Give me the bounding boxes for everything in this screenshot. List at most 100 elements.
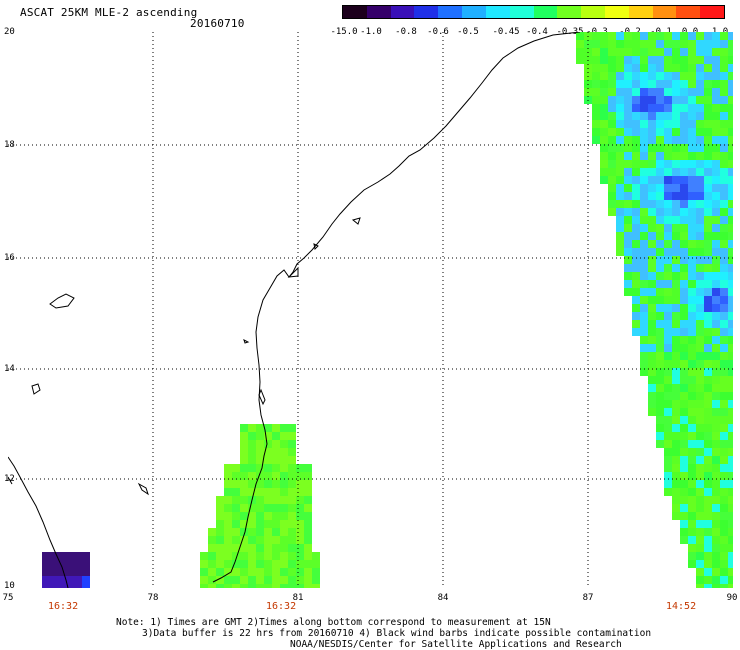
- swath-cell: [656, 120, 664, 128]
- swath-cell: [664, 296, 672, 304]
- swath-cell: [728, 232, 733, 240]
- swath-cell: [288, 568, 296, 576]
- swath-cell: [304, 512, 312, 520]
- swath-cell: [272, 576, 280, 584]
- swath-cell: [272, 584, 280, 588]
- lat-label: 10: [4, 581, 15, 591]
- swath-cell: [664, 320, 672, 328]
- swath-cell: [240, 488, 248, 496]
- note-line-2: 3)Data buffer is 22 hrs from 20160710 4)…: [142, 628, 652, 639]
- swath-cell: [704, 160, 712, 168]
- swath-cell: [680, 216, 688, 224]
- swath-cell: [664, 48, 672, 56]
- swath-cell: [696, 112, 704, 120]
- swath-cell: [712, 400, 720, 408]
- swath-cell: [688, 384, 696, 392]
- swath-cell: [680, 256, 688, 264]
- swath-cell: [680, 368, 688, 376]
- swath-cell: [648, 88, 656, 96]
- swath-cell: [720, 512, 728, 520]
- swath-cell: [288, 544, 296, 552]
- swath-cell: [664, 368, 672, 376]
- swath-cell: [624, 152, 632, 160]
- swath-cell: [632, 112, 640, 120]
- swath-cell: [720, 104, 728, 112]
- swath-cell: [720, 384, 728, 392]
- swath-cell: [672, 176, 680, 184]
- swath-cell: [600, 64, 608, 72]
- swath-cell: [680, 512, 688, 520]
- swath-cell: [280, 576, 288, 584]
- swath-cell: [640, 328, 648, 336]
- swath-cell: [720, 280, 728, 288]
- swath-cell: [304, 504, 312, 512]
- swath-cell: [304, 568, 312, 576]
- swath-cell: [728, 288, 733, 296]
- lon-label: 87: [582, 593, 594, 603]
- swath-cell: [696, 472, 704, 480]
- swath-cell: [720, 312, 728, 320]
- swath-cell: [680, 280, 688, 288]
- swath-cell: [704, 112, 712, 120]
- swath-cell: [704, 80, 712, 88]
- swath-cell: [704, 352, 712, 360]
- swath-cell: [216, 552, 224, 560]
- swath-cell: [240, 560, 248, 568]
- swath-cell: [304, 520, 312, 528]
- swath-cell: [288, 496, 296, 504]
- swath-cell: [672, 128, 680, 136]
- swath-cell: [600, 128, 608, 136]
- swath-cell: [720, 208, 728, 216]
- swath-cell: [640, 168, 648, 176]
- swath-cell: [672, 144, 680, 152]
- swath-cell: [240, 424, 248, 432]
- pass-time-label: 16:32: [48, 601, 79, 612]
- swath-cell: [42, 560, 50, 568]
- swath-cell: [704, 568, 712, 576]
- swath-cell: [624, 280, 632, 288]
- swath-cell: [720, 544, 728, 552]
- swath-cell: [632, 224, 640, 232]
- swath-cell: [696, 464, 704, 472]
- swath-cell: [272, 512, 280, 520]
- swath-cell: [712, 528, 720, 536]
- swath-cell: [664, 72, 672, 80]
- swath-cell: [288, 472, 296, 480]
- swath-cell: [728, 136, 733, 144]
- swath-cell: [240, 568, 248, 576]
- swath-cell: [696, 280, 704, 288]
- swath-cell: [648, 312, 656, 320]
- swath-cell: [696, 408, 704, 416]
- swath-cell: [672, 352, 680, 360]
- swath-cell: [600, 72, 608, 80]
- swath-cell: [256, 472, 264, 480]
- swath-cell: [224, 552, 232, 560]
- swath-cell: [304, 536, 312, 544]
- swath-cell: [632, 128, 640, 136]
- swath-cell: [672, 432, 680, 440]
- swath-cell: [696, 56, 704, 64]
- swath-cell: [288, 424, 296, 432]
- swath-cell: [680, 72, 688, 80]
- swath-cell: [728, 88, 733, 96]
- swath-cell: [656, 72, 664, 80]
- swath-cell: [608, 176, 616, 184]
- swath-cell: [656, 296, 664, 304]
- swath-cell: [672, 224, 680, 232]
- swath-cell: [704, 584, 712, 588]
- swath-cell: [200, 560, 208, 568]
- swath-cell: [664, 112, 672, 120]
- swath-cell: [656, 432, 664, 440]
- coastline-west: [8, 476, 13, 485]
- swath-cell: [688, 80, 696, 88]
- swath-cell: [720, 272, 728, 280]
- swath-cell: [656, 336, 664, 344]
- swath-cell: [656, 56, 664, 64]
- legend-tick: -1.0: [360, 27, 382, 37]
- swath-cell: [656, 128, 664, 136]
- swath-cell: [272, 424, 280, 432]
- swath-cell: [720, 584, 728, 588]
- legend-swatch: [700, 6, 724, 18]
- swath-cell: [688, 184, 696, 192]
- swath-cell: [632, 96, 640, 104]
